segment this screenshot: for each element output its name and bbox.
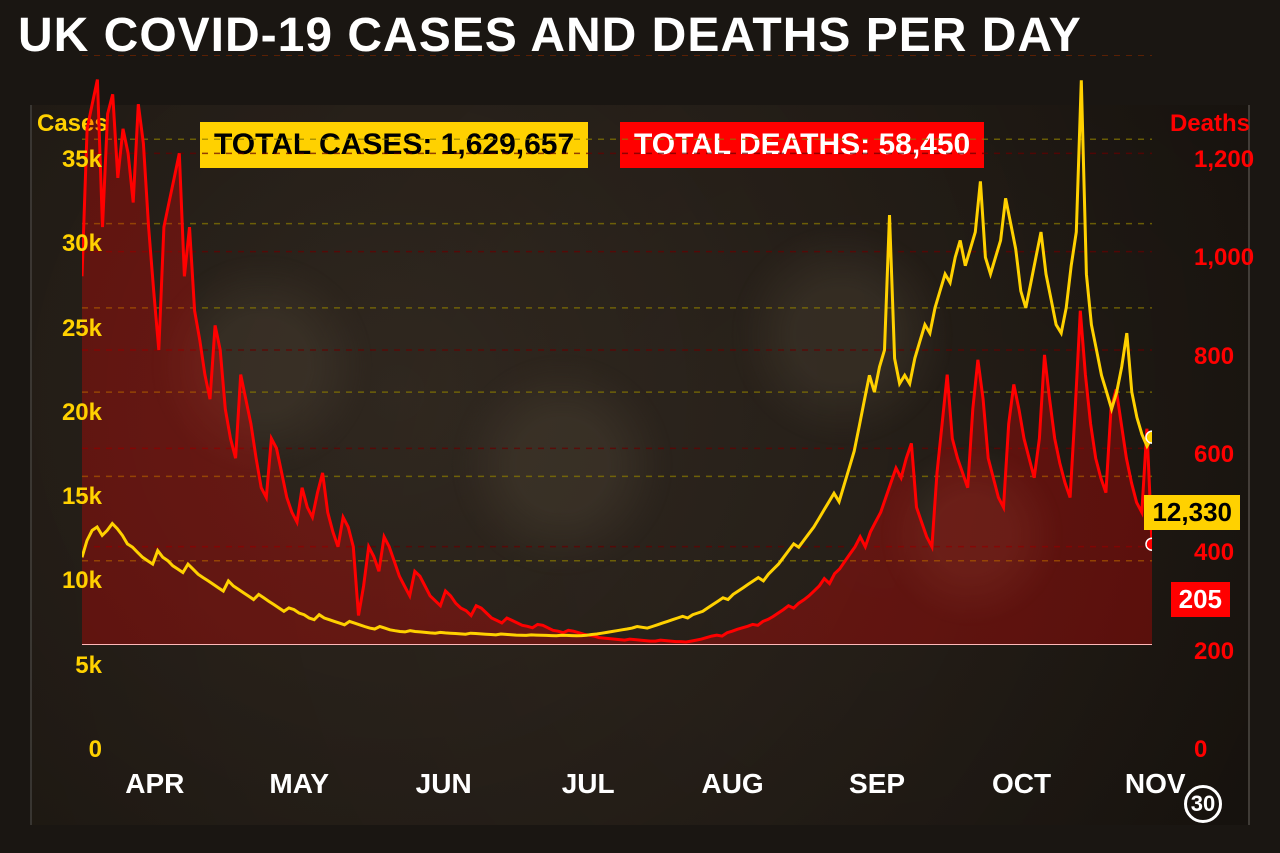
ytick-right: 400 [1194,539,1264,567]
ytick-right: 200 [1194,638,1264,666]
end-cases-badge: 12,330 [1144,495,1240,530]
ytick-right: 1,000 [1194,244,1264,272]
end-date-marker: 30 [1184,785,1222,823]
ytick-left: 15k [42,483,102,511]
ytick-left: 10k [42,567,102,595]
xtick: APR [125,768,184,800]
ytick-left: 30k [42,230,102,258]
xtick: JUN [416,768,472,800]
xtick: MAY [269,768,329,800]
ytick-right: 1,200 [1194,146,1264,174]
xtick: NOV [1125,768,1186,800]
ytick-left: 5k [42,652,102,680]
ytick-left: 20k [42,399,102,427]
ytick-right: 600 [1194,441,1264,469]
xtick: AUG [701,768,763,800]
y-axis-right-label: Deaths [1170,110,1250,138]
ytick-left: 0 [42,736,102,764]
ytick-right: 0 [1194,736,1264,764]
end-deaths-badge: 205 [1171,582,1230,617]
chart-plot [82,55,1152,645]
xtick: JUL [562,768,615,800]
ytick-left: 25k [42,315,102,343]
ytick-right: 800 [1194,343,1264,371]
ytick-left: 35k [42,146,102,174]
xtick: OCT [992,768,1051,800]
xtick: SEP [849,768,905,800]
